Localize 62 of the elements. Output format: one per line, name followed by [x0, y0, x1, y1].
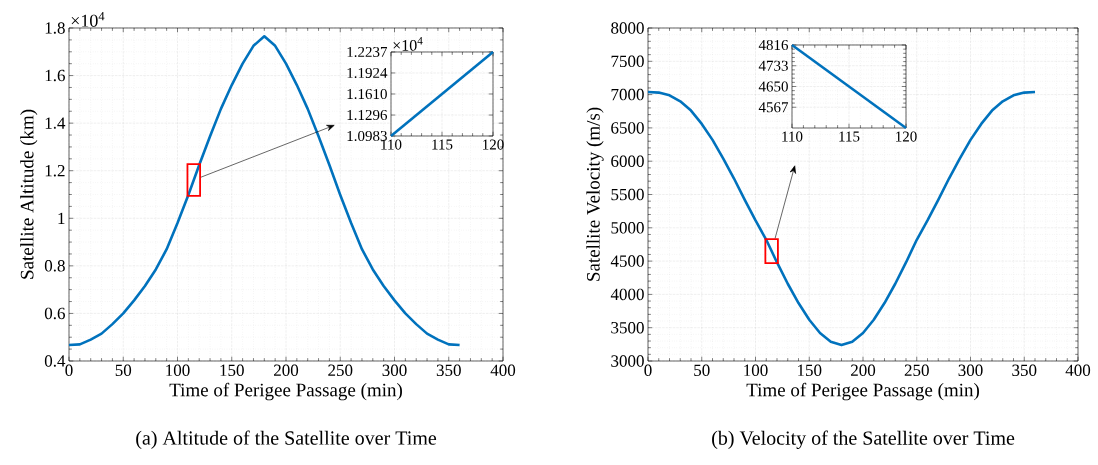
y-tick-label: 6000	[611, 155, 644, 167]
x-tick-label: 250	[904, 364, 929, 376]
y-tick-label: 4816	[758, 39, 789, 51]
x-tick-label: 300	[958, 364, 983, 376]
y-tick-label: 4567	[758, 102, 789, 113]
x-tick-label: 200	[274, 364, 299, 376]
y-tick-label: 4500	[610, 255, 644, 267]
x-tick-label: 50	[115, 364, 132, 376]
x-tick-label: 100	[166, 364, 190, 376]
x-tick-label: 250	[328, 364, 353, 376]
text: ×10$^{4}$	[71, 12, 105, 27]
x-tick-label: 110	[782, 131, 803, 142]
y-tick-label: 1.1924	[347, 67, 388, 79]
annotation: ×10$^{4}$	[393, 37, 423, 51]
y-tick-label: 1	[58, 212, 65, 224]
y-tick-label: 1.1610	[347, 88, 387, 100]
y-tick-label: 5000	[611, 222, 644, 234]
x-tick-label: 120	[483, 139, 504, 150]
x-tick-label: 400	[490, 364, 516, 376]
y-axis-title: Satellite Altitude (km)	[20, 109, 38, 279]
y-tick-label: 7500	[611, 55, 644, 68]
y-tick-label: 1.8	[45, 22, 65, 34]
y-tick-label: 8000	[611, 22, 644, 34]
y-tick-label: 1.4	[45, 117, 66, 129]
y-tick-label: 1.1296	[347, 109, 388, 121]
x-tick-label: 350	[436, 364, 461, 376]
y-tick-label: 1.6	[45, 69, 65, 82]
y-tick-label: 0.4	[44, 355, 66, 367]
y-tick-label: 4000	[610, 288, 644, 301]
x-tick-label: 350	[1012, 364, 1037, 376]
x-tick-label: 200	[851, 364, 876, 376]
x-tick-label: 300	[382, 364, 407, 376]
y-tick-label: 4650	[758, 81, 788, 92]
y-tick-label: 4733	[758, 60, 788, 71]
line-series	[646, 90, 1037, 347]
x-tick-label: 115	[839, 131, 860, 142]
x-tick-label: 400	[1065, 364, 1091, 376]
x-axis-title: Time of Perigee Passage (min)	[746, 382, 979, 401]
y-tick-label: 1.2237	[347, 46, 388, 58]
y-tick-label: 0.6	[44, 307, 65, 320]
y-tick-label: 3500	[611, 321, 644, 334]
text: (b) Velocity of the Satellite over Time	[712, 430, 1015, 449]
y-tick-label: 6500	[611, 122, 644, 134]
y-axis-title: Satellite Velocity (m/s)	[586, 107, 604, 281]
y-tick-label: 1.2	[45, 164, 65, 177]
x-tick-label: 100	[744, 364, 768, 376]
x-axis-title: Time of Perigee Passage (min)	[169, 382, 402, 401]
x-tick-label: 0	[644, 364, 652, 376]
x-tick-label: 50	[694, 364, 710, 376]
text: (a) Altitude of the Satellite over Time	[136, 430, 437, 449]
y-tick-label: 1.0983	[347, 130, 387, 142]
y-tick-label: 5500	[611, 188, 644, 201]
x-tick-label: 115	[432, 139, 453, 150]
y-tick-label: 3000	[611, 355, 644, 367]
y-tick-label: 7000	[611, 88, 644, 101]
x-tick-label: 150	[798, 364, 822, 376]
x-tick-label: 110	[381, 139, 402, 150]
line-series	[67, 35, 461, 347]
x-tick-label: 150	[220, 364, 244, 376]
x-tick-label: 120	[896, 131, 917, 142]
y-tick-label: 0.8	[44, 260, 65, 272]
x-tick-label: 0	[65, 364, 73, 376]
